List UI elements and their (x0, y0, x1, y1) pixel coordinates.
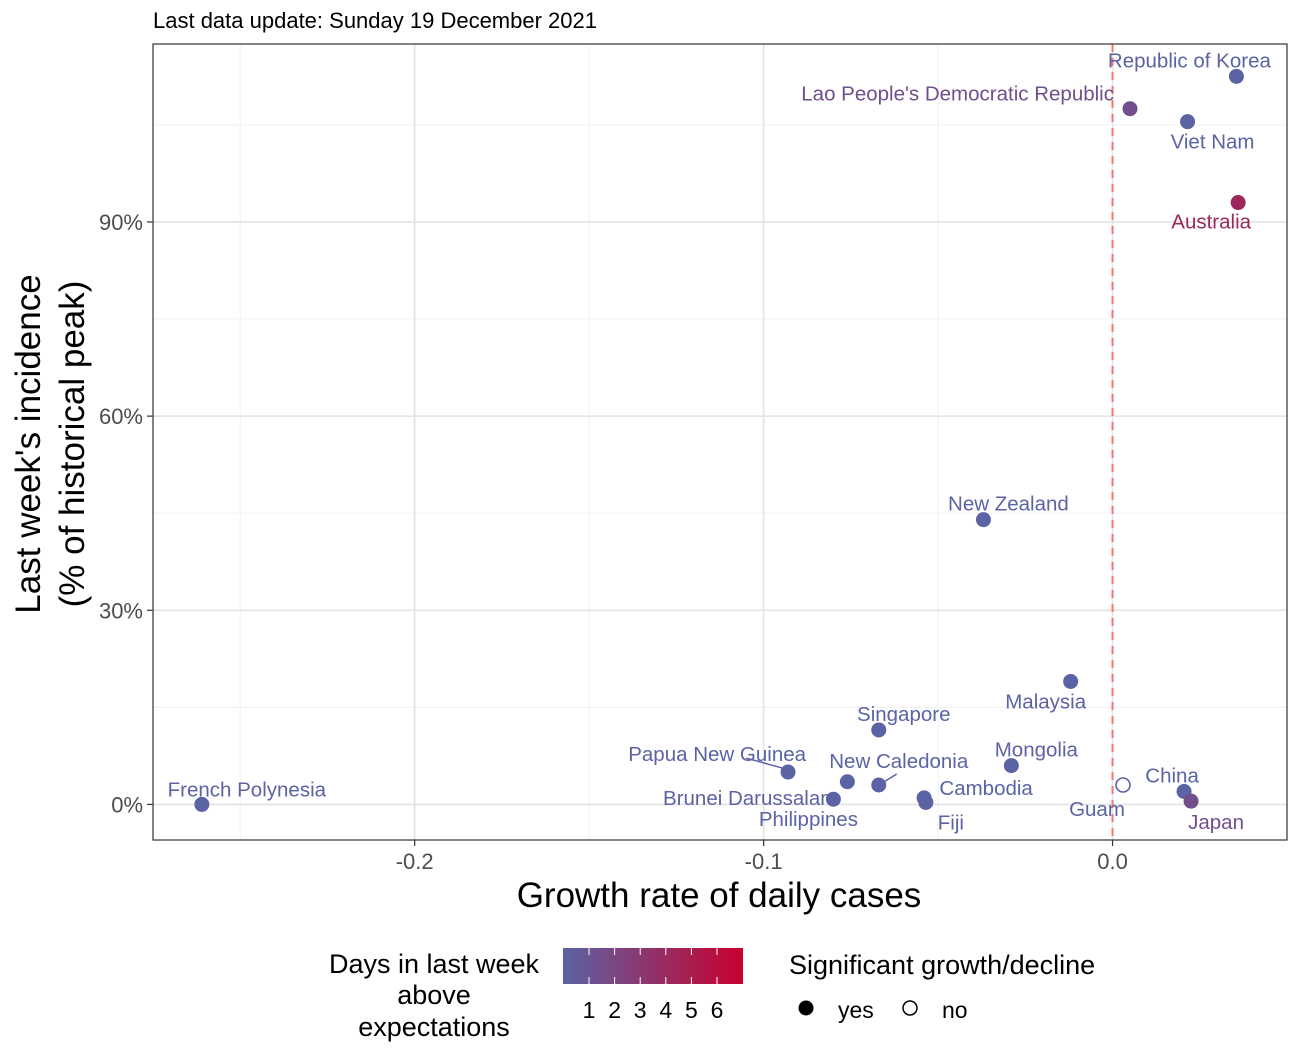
point-new-zealand (975, 512, 991, 528)
label-china: China (1145, 764, 1199, 787)
label-brunei-darussalam: Brunei Darussalam (663, 787, 837, 810)
color-legend-label: 1 (583, 997, 596, 1023)
x-tick-label: -0.1 (745, 849, 783, 874)
label-japan: Japan (1188, 811, 1244, 834)
color-legend-title-line2: above (397, 980, 471, 1010)
point-mongolia (1003, 758, 1019, 774)
x-tick-label: -0.2 (396, 849, 434, 874)
legend-open-circle (902, 1000, 918, 1016)
label-mongolia: Mongolia (995, 739, 1079, 762)
leader-new-caledonia (883, 773, 898, 783)
shape-legend-title: Significant growth/decline (789, 950, 1095, 980)
axes-layer: -0.2 -0.1 0.0 0% 30% 60% 90% (99, 210, 1128, 874)
color-legend-label: 4 (659, 997, 672, 1023)
point-guam (1115, 777, 1131, 793)
grid-layer (153, 44, 1287, 840)
legend-filled-circle (798, 1000, 814, 1016)
label-papua-new-guinea: Papua New Guinea (628, 743, 806, 766)
label-lao-people-s-democratic-republic: Lao People's Democratic Republic (801, 83, 1114, 106)
color-legend-title-line1: Days in last week (329, 949, 540, 979)
label-republic-of-korea: Republic of Korea (1108, 49, 1272, 72)
color-legend-title-line3: expectations (358, 1012, 510, 1042)
color-legend-label: 3 (634, 997, 647, 1023)
y-tick-label: 90% (99, 210, 143, 235)
shape-legend: Significant growth/decline yes no (789, 950, 1095, 1023)
point-philippines (825, 791, 841, 807)
point-new-caledonia (871, 777, 887, 793)
point-french-polynesia (194, 796, 210, 812)
y-tick-label: 60% (99, 404, 143, 429)
color-legend-label: 6 (711, 997, 724, 1023)
point-viet-nam (1180, 114, 1196, 130)
label-viet-nam: Viet Nam (1171, 131, 1255, 154)
point-papua-new-guinea (780, 764, 796, 780)
point-fiji (918, 794, 934, 810)
label-malaysia: Malaysia (1005, 690, 1086, 713)
point-brunei-darussalam (839, 774, 855, 790)
label-new-caledonia: New Caledonia (829, 750, 969, 773)
x-axis-title: Growth rate of daily cases (517, 876, 922, 915)
leader-papua-new-guinea (745, 757, 787, 770)
y-tick-label: 0% (111, 792, 143, 817)
color-legend-bar (563, 948, 743, 984)
point-japan (1183, 793, 1199, 809)
label-singapore: Singapore (857, 703, 950, 726)
point-singapore (871, 722, 887, 738)
label-guam: Guam (1069, 798, 1125, 821)
label-australia: Australia (1171, 211, 1251, 234)
points-layer (194, 68, 1246, 812)
y-axis-title-line1: Last week's incidence (9, 274, 48, 613)
point-malaysia (1063, 673, 1079, 689)
point-australia (1230, 195, 1246, 211)
label-new-zealand: New Zealand (948, 493, 1069, 516)
label-french-polynesia: French Polynesia (168, 778, 327, 801)
legend-yes-label: yes (838, 997, 874, 1023)
point-lao-people-s-democratic-republic (1122, 101, 1138, 117)
label-fiji: Fiji (938, 811, 964, 834)
x-tick-label: 0.0 (1097, 849, 1128, 874)
point-labels-layer: Republic of Korea Lao People's Democratic… (168, 49, 1272, 834)
chart-subtitle: Last data update: Sunday 19 December 202… (153, 8, 597, 33)
color-legend-label: 2 (608, 997, 621, 1023)
color-legend-label: 5 (685, 997, 698, 1023)
label-cambodia: Cambodia (939, 777, 1033, 800)
panel-border (152, 43, 1288, 841)
point-republic-of-korea (1228, 68, 1244, 84)
y-tick-label: 30% (99, 598, 143, 623)
legend-no-label: no (942, 997, 968, 1023)
y-axis-title-line2: (% of historical peak) (53, 281, 92, 608)
leader-lines (745, 757, 898, 783)
label-philippines: Philippines (759, 808, 858, 831)
